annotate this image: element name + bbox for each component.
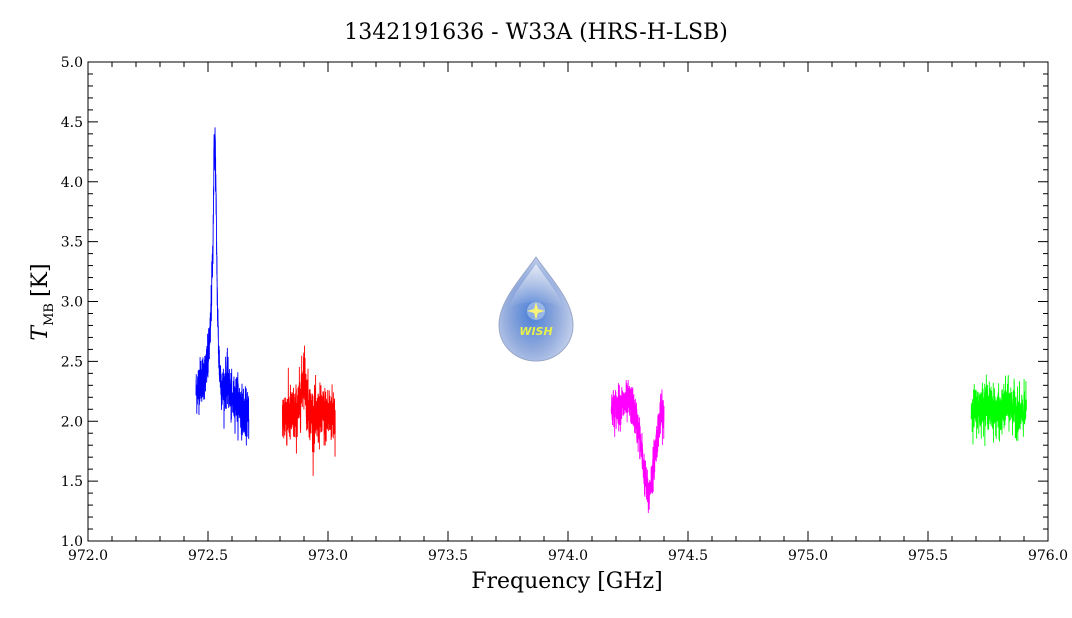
y-tick-label: 1.5 — [61, 474, 83, 490]
x-tick-label: 976.0 — [1028, 548, 1068, 564]
plot-frame — [87, 61, 1049, 542]
spectrum-series-3 — [610, 379, 665, 513]
y-axis-label-main: T — [28, 324, 53, 341]
y-tick-label: 1.0 — [61, 534, 83, 550]
logo-text: WISH — [519, 325, 552, 338]
x-tick-labels: 972.0 972.5 973.0 973.5 974.0 974.5 975.0 975.5… — [68, 548, 1068, 564]
y-axis-label-unit: [K] — [28, 263, 53, 297]
axis-ticks — [87, 61, 1049, 542]
y-tick-label: 4.5 — [61, 115, 83, 131]
series-layer — [195, 127, 1027, 513]
svg-text:TMB[K]: TMB [K] — [28, 263, 57, 340]
y-axis-label: TMB [K] — [28, 263, 57, 340]
chart-title: 1342191636 - W33A (HRS-H-LSB) — [344, 20, 728, 45]
x-axis-label: Frequency [GHz] — [471, 569, 663, 594]
x-tick-label: 974.5 — [668, 548, 708, 564]
y-tick-label: 4.0 — [61, 175, 83, 191]
y-tick-label: 2.5 — [61, 354, 83, 370]
y-tick-label: 3.5 — [61, 235, 83, 251]
y-tick-label: 5.0 — [61, 55, 83, 71]
x-tick-label: 973.5 — [428, 548, 468, 564]
spectrum-series-4 — [970, 374, 1027, 446]
y-tick-label: 3.0 — [61, 295, 83, 311]
x-tick-label: 972.0 — [68, 548, 108, 564]
x-tick-label: 973.0 — [308, 548, 348, 564]
y-tick-label: 2.0 — [61, 414, 83, 430]
x-tick-label: 972.5 — [188, 548, 228, 564]
plot-area — [87, 61, 1049, 542]
wish-logo: WISH — [498, 256, 574, 362]
x-tick-label: 975.0 — [788, 548, 828, 564]
spectrum-series-1 — [195, 127, 250, 446]
spectrum-series-2 — [281, 345, 336, 476]
star-icon — [527, 302, 545, 320]
x-tick-label: 975.5 — [908, 548, 948, 564]
y-axis-label-sub: MB — [42, 303, 57, 326]
y-tick-labels: 1.0 1.5 2.0 2.5 3.0 3.5 4.0 4.5 5.0 — [61, 55, 83, 550]
x-tick-label: 974.0 — [548, 548, 588, 564]
